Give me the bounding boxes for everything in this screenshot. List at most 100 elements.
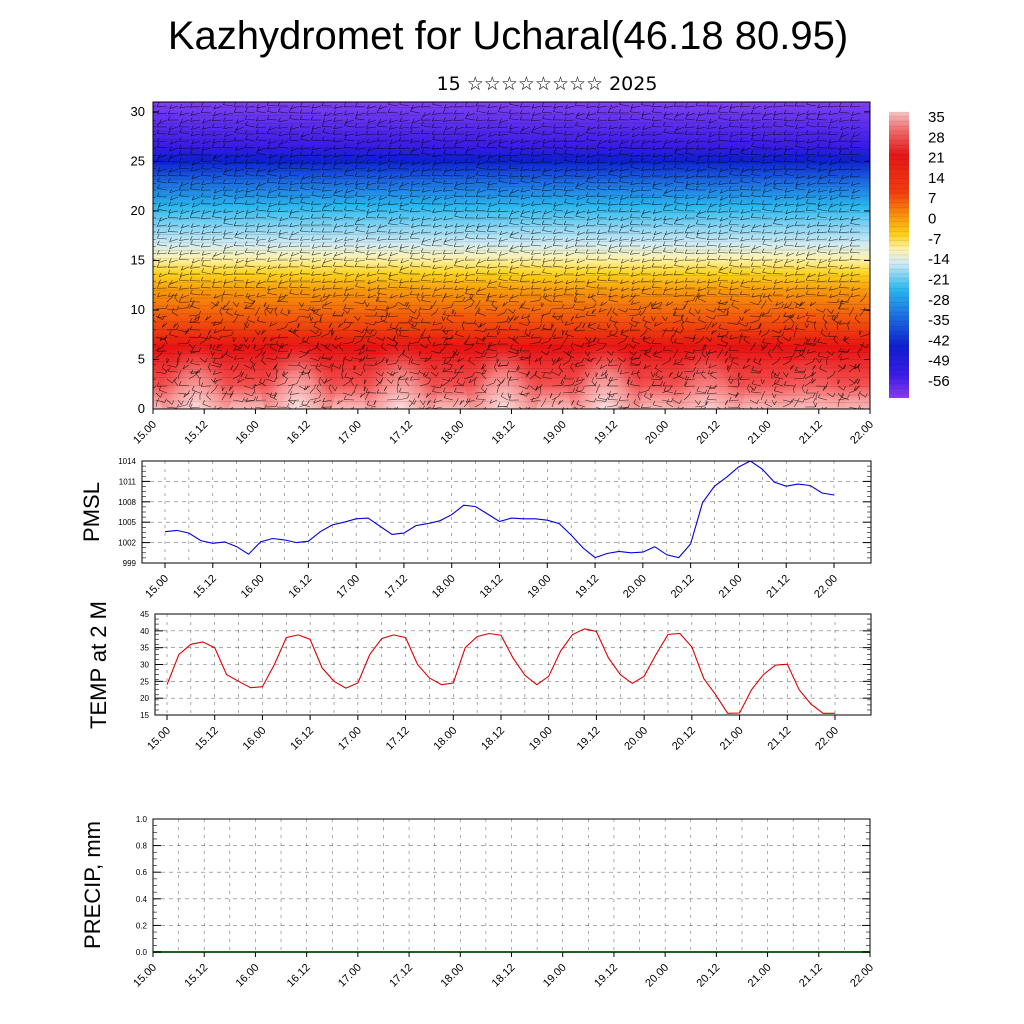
wind-barb <box>790 318 795 324</box>
wind-barb-flag <box>429 354 433 359</box>
wind-barb-flag <box>596 249 600 254</box>
wind-barb-flag <box>362 328 365 333</box>
wind-barb-flag <box>299 276 303 282</box>
wind-barb-flag <box>509 275 512 280</box>
wind-barb <box>828 266 839 268</box>
wind-barb <box>454 238 465 241</box>
wind-barb-flag <box>252 299 256 305</box>
wind-barb <box>796 203 806 207</box>
wind-barb <box>612 311 619 317</box>
wind-barb <box>153 182 157 184</box>
wind-barb-flag <box>442 206 446 211</box>
wind-barb <box>243 301 254 305</box>
wind-barb <box>520 168 531 171</box>
wind-barb-flag <box>475 234 479 239</box>
wind-barb <box>542 174 553 177</box>
wind-barb <box>169 238 179 242</box>
wind-barb <box>168 252 179 255</box>
wind-barb-flag <box>399 365 402 371</box>
wind-barb-flag <box>487 103 491 109</box>
wind-barb <box>674 175 685 178</box>
wind-barb-flag <box>333 261 336 266</box>
wind-barb <box>708 224 718 228</box>
wind-barb <box>584 350 589 356</box>
wind-barb <box>466 224 476 228</box>
wind-barb <box>575 154 586 158</box>
wind-barb-flag <box>477 132 481 138</box>
wind-barb-flag <box>774 195 778 201</box>
wind-barb <box>179 105 190 109</box>
wind-barb <box>598 140 608 145</box>
wind-barb <box>320 364 330 368</box>
wind-barb <box>852 133 861 138</box>
wind-barb-flag <box>398 185 402 190</box>
wind-barb <box>839 168 850 171</box>
wind-barb <box>344 125 355 128</box>
wind-barb <box>466 112 476 117</box>
wind-barb-flag <box>453 116 457 121</box>
wind-barb-flag <box>674 261 677 266</box>
wind-barb <box>454 196 465 198</box>
wind-barb-flag <box>552 143 556 148</box>
wind-barb-flag <box>418 338 421 343</box>
wind-barb <box>353 340 362 345</box>
wind-barb <box>763 168 773 173</box>
wind-barb <box>696 147 707 150</box>
wind-barb-flag <box>530 284 534 290</box>
wind-barb <box>188 320 198 324</box>
wind-barb-flag <box>706 157 710 163</box>
wind-barb-flag <box>365 325 369 331</box>
wind-barb <box>751 294 762 298</box>
wind-barb <box>705 325 710 331</box>
wind-barb <box>597 196 608 198</box>
wind-barb-flag <box>696 145 699 150</box>
wind-barb <box>153 147 157 149</box>
wind-barb <box>395 331 399 338</box>
wind-barb <box>212 266 223 270</box>
wind-barb-flag <box>376 184 380 190</box>
wind-barb <box>718 293 729 296</box>
wind-barb <box>323 161 333 165</box>
wind-barb-flag <box>398 283 402 288</box>
wind-barb-flag <box>479 322 483 328</box>
wind-barb-flag <box>773 184 776 189</box>
wind-barb-flag <box>762 188 766 193</box>
wind-barb <box>421 336 432 339</box>
wind-barb-flag <box>751 285 754 290</box>
wind-barb <box>544 298 553 303</box>
wind-barb <box>820 332 828 338</box>
wind-barb <box>619 238 630 241</box>
wind-barb-flag <box>205 358 208 363</box>
wind-barb-flag <box>674 163 677 168</box>
wind-barb-flag <box>475 192 479 197</box>
wind-barb <box>498 286 509 289</box>
wind-barb-flag <box>696 279 700 284</box>
wind-barb <box>630 189 641 193</box>
wind-barb <box>456 294 465 299</box>
wind-barb <box>191 224 201 228</box>
wind-barb-flag <box>784 215 788 221</box>
wind-barb-flag <box>475 214 479 219</box>
wind-barb-flag <box>652 160 656 165</box>
wind-barb <box>366 112 377 115</box>
wind-barb <box>443 243 454 247</box>
wind-barb-flag <box>697 309 701 314</box>
wind-barb-flag <box>475 116 479 121</box>
wind-barb <box>729 161 740 163</box>
wind-barb <box>153 329 157 331</box>
wind-barb <box>778 346 784 352</box>
wind-barb-flag <box>794 242 798 247</box>
wind-barb <box>278 182 289 185</box>
wind-barb <box>201 217 212 219</box>
wind-barb-flag <box>520 212 523 217</box>
wind-barb-flag <box>465 289 468 294</box>
wind-barb <box>377 125 388 128</box>
wind-barb-flag <box>432 264 436 270</box>
wind-barb-flag <box>609 286 613 292</box>
wind-barb-flag <box>586 159 590 165</box>
wind-barb-flag <box>707 124 710 129</box>
wind-barb <box>488 133 498 137</box>
wind-barb-flag <box>596 255 600 261</box>
wind-barb-flag <box>820 328 824 334</box>
wind-barb <box>212 133 223 137</box>
